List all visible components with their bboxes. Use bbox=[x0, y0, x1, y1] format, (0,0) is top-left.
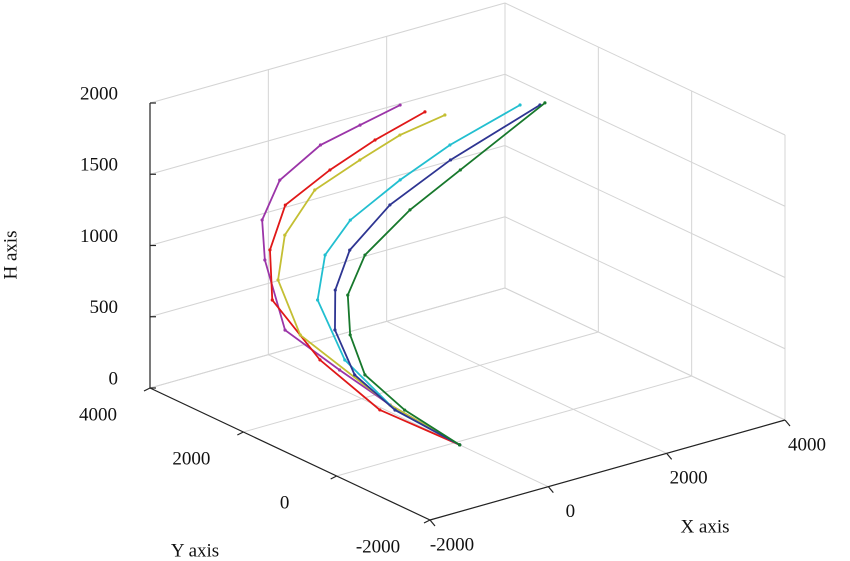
grid-line bbox=[149, 145, 506, 246]
x-tick bbox=[547, 486, 554, 494]
grid-line bbox=[504, 73, 786, 207]
point bbox=[543, 101, 547, 105]
point bbox=[373, 138, 377, 142]
point bbox=[458, 168, 462, 172]
point bbox=[283, 203, 287, 207]
point bbox=[318, 143, 323, 147]
point bbox=[276, 278, 280, 282]
grid-line bbox=[149, 73, 506, 175]
x-axis-label: X axis bbox=[680, 516, 729, 537]
point bbox=[423, 110, 427, 114]
point bbox=[346, 293, 350, 297]
point bbox=[353, 373, 357, 377]
z-tick-label: 500 bbox=[90, 297, 119, 318]
point bbox=[268, 248, 272, 252]
grid-line bbox=[268, 354, 549, 488]
point bbox=[343, 358, 347, 362]
point bbox=[398, 103, 402, 107]
x-axis bbox=[429, 419, 786, 521]
point bbox=[443, 113, 447, 117]
grid-line bbox=[149, 287, 506, 389]
grid-line bbox=[504, 216, 786, 350]
trajectory bbox=[316, 104, 521, 446]
y-axis bbox=[149, 387, 431, 521]
point bbox=[448, 143, 452, 147]
x-tick bbox=[666, 452, 673, 460]
x-tick-label: 2000 bbox=[670, 468, 708, 489]
point bbox=[388, 203, 392, 207]
point bbox=[316, 298, 320, 302]
grid-line bbox=[504, 145, 786, 278]
grid-line bbox=[386, 320, 667, 454]
point bbox=[337, 368, 342, 372]
y-tick bbox=[330, 475, 337, 480]
point bbox=[283, 233, 287, 237]
point bbox=[333, 288, 337, 292]
y-tick-label: 4000 bbox=[79, 404, 117, 425]
point bbox=[358, 123, 362, 127]
grid-line bbox=[504, 287, 786, 421]
trajectory bbox=[277, 114, 461, 446]
x-tick-label: 4000 bbox=[788, 434, 826, 455]
point bbox=[363, 253, 367, 257]
point bbox=[318, 358, 322, 362]
point bbox=[393, 408, 397, 412]
point bbox=[398, 133, 402, 137]
point bbox=[348, 248, 352, 252]
y-tick bbox=[143, 387, 151, 392]
x-tick bbox=[429, 519, 436, 527]
point bbox=[448, 158, 453, 162]
grid-line bbox=[149, 2, 506, 104]
point bbox=[403, 408, 407, 412]
grid-line bbox=[243, 331, 599, 433]
point bbox=[363, 373, 367, 377]
y-tick-label: 2000 bbox=[172, 448, 210, 469]
y-tick-label: 0 bbox=[280, 492, 290, 513]
x-tick bbox=[784, 419, 791, 427]
point bbox=[323, 253, 327, 257]
point bbox=[278, 178, 282, 182]
z-tick-label: 0 bbox=[109, 368, 119, 389]
point bbox=[348, 333, 352, 337]
x-tick-label: -2000 bbox=[430, 534, 474, 555]
point bbox=[518, 103, 522, 107]
y-tick bbox=[237, 431, 244, 436]
z-tick-label: 1000 bbox=[80, 226, 118, 247]
point bbox=[398, 178, 402, 182]
z-tick-label: 1500 bbox=[80, 155, 118, 176]
point bbox=[260, 218, 264, 222]
x-tick-label: 0 bbox=[566, 501, 576, 522]
z-tick-label: 2000 bbox=[80, 83, 118, 104]
y-tick bbox=[423, 519, 431, 524]
point bbox=[313, 188, 317, 192]
point bbox=[328, 168, 332, 172]
y-axis-label: Y axis bbox=[171, 540, 219, 561]
point bbox=[358, 158, 362, 162]
point bbox=[270, 298, 274, 302]
point bbox=[283, 328, 287, 332]
point bbox=[263, 258, 267, 262]
grid-line bbox=[504, 2, 786, 136]
grid-line bbox=[149, 216, 506, 318]
point bbox=[333, 328, 337, 332]
trajectory bbox=[261, 104, 461, 446]
y-tick-label: -2000 bbox=[356, 536, 400, 557]
point bbox=[298, 333, 302, 337]
z-axis-label: H axis bbox=[0, 230, 21, 279]
point bbox=[348, 218, 352, 222]
point bbox=[408, 208, 412, 212]
grid-line bbox=[336, 375, 692, 477]
trajectory bbox=[269, 111, 461, 446]
point bbox=[378, 408, 382, 412]
point bbox=[458, 443, 462, 447]
